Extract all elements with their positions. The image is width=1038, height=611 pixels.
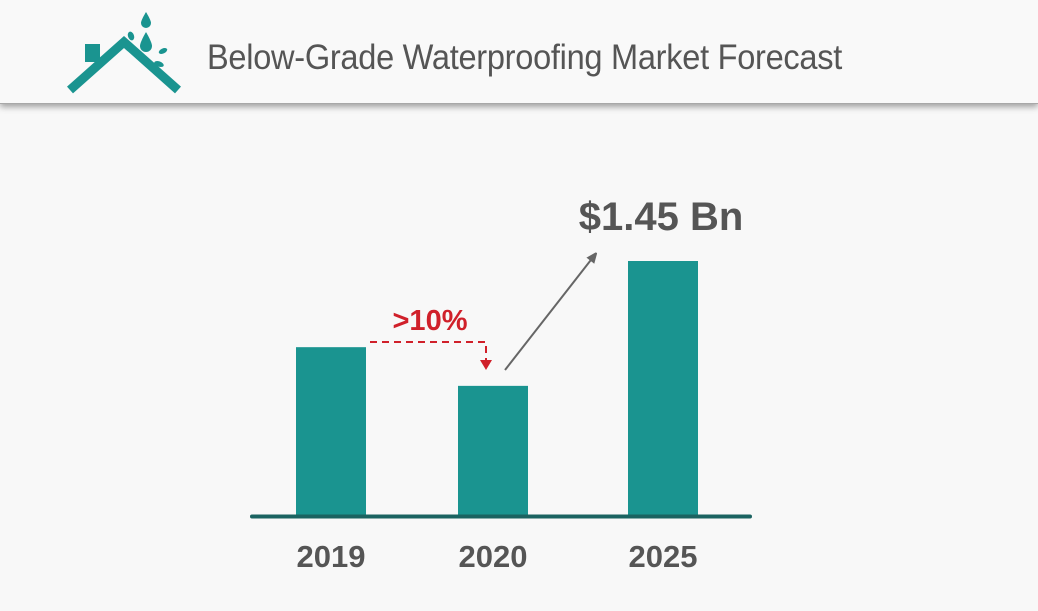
growth-annotation: $1.45 Bn <box>504 195 744 371</box>
decline-arrowhead <box>480 360 492 370</box>
decline-annotation: >10% <box>370 305 492 370</box>
decline-label: >10% <box>393 305 468 337</box>
decline-dashed-arrow <box>370 341 487 362</box>
x-tick-label-2025: 2025 <box>629 539 698 574</box>
roof-with-water-drops-icon <box>67 12 181 94</box>
x-tick-label-2020: 2020 <box>459 539 528 574</box>
x-tick-label-2019: 2019 <box>297 539 366 574</box>
bar-2025 <box>628 261 698 516</box>
bar-2019 <box>296 347 366 516</box>
bar-2020 <box>458 385 528 516</box>
header-bar: Below-Grade Waterproofing Market Forecas… <box>0 0 1038 104</box>
growth-arrow <box>504 256 594 371</box>
page-title: Below-Grade Waterproofing Market Forecas… <box>207 38 842 77</box>
market-value-label: $1.45 Bn <box>579 195 744 239</box>
